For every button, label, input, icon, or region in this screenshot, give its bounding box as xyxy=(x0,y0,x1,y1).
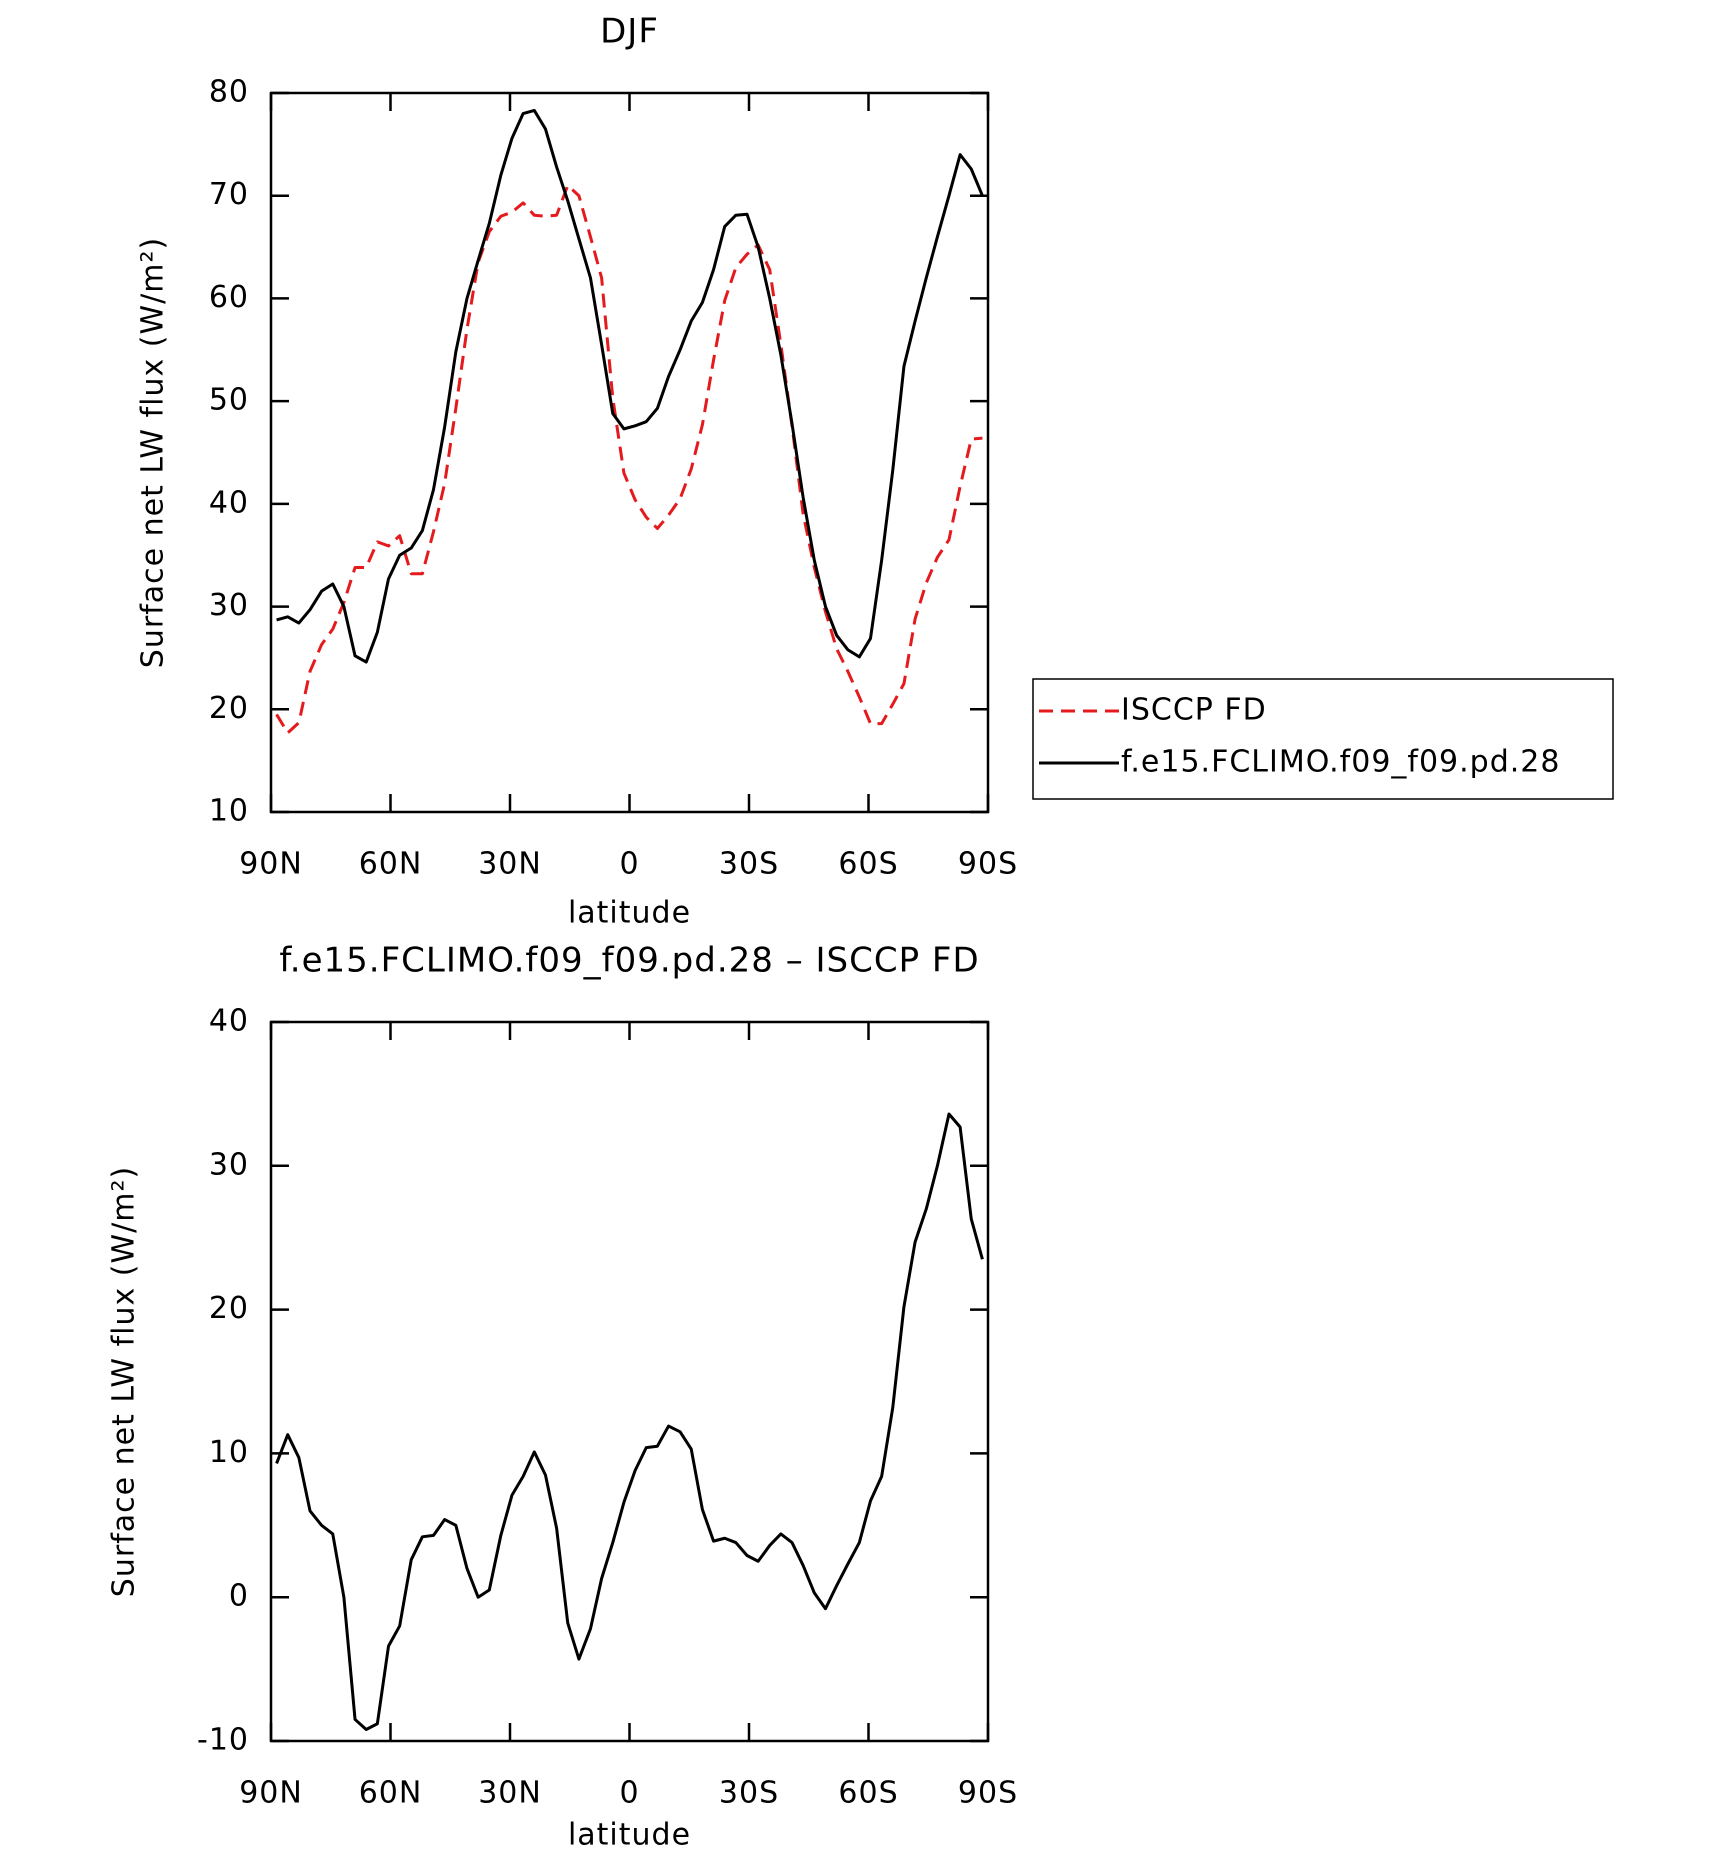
y-tick-label: 70 xyxy=(209,177,249,212)
legend-label: f.e15.FCLIMO.f09_f09.pd.28 xyxy=(1121,745,1560,780)
x-tick-label: 60N xyxy=(359,847,423,882)
y-tick-label: 0 xyxy=(229,1579,249,1614)
x-tick-label: 90N xyxy=(239,847,303,882)
plot-frame xyxy=(269,1020,990,1743)
x-axis-label: latitude xyxy=(568,1818,691,1850)
y-tick-label: 80 xyxy=(209,75,249,110)
y-tick-label: 10 xyxy=(209,794,249,829)
series-line xyxy=(276,108,984,664)
y-tick-label: 20 xyxy=(209,1291,249,1326)
x-tick-label: 0 xyxy=(619,847,639,882)
x-tick-label: 90N xyxy=(239,1776,303,1811)
y-tick-label: 30 xyxy=(209,588,249,623)
x-tick-label: 30S xyxy=(719,847,779,882)
x-tick-label: 60N xyxy=(359,1776,423,1811)
x-tick-label: 30S xyxy=(719,1776,779,1811)
x-axis-label: latitude xyxy=(568,896,691,931)
x-tick-label: 60S xyxy=(838,847,898,882)
y-tick-label: 40 xyxy=(209,485,249,520)
y-tick-label: 40 xyxy=(209,1004,249,1039)
y-tick-label: 10 xyxy=(209,1435,249,1470)
y-tick-label: -10 xyxy=(197,1723,249,1758)
series-line xyxy=(275,1112,984,1731)
y-tick-label: 30 xyxy=(209,1147,249,1182)
series-line xyxy=(275,183,983,735)
chart-title: f.e15.FCLIMO.f09_f09.pd.28 – ISCCP FD xyxy=(279,941,979,981)
x-tick-label: 0 xyxy=(619,1776,639,1811)
y-axis-label: Surface net LW flux (W/m²) xyxy=(107,1166,142,1597)
legend-box xyxy=(1032,678,1614,800)
chart-title: DJF xyxy=(600,12,659,52)
plot-frame xyxy=(269,91,990,814)
y-tick-label: 20 xyxy=(209,691,249,726)
y-axis-label: Surface net LW flux (W/m²) xyxy=(136,237,171,668)
x-tick-label: 30N xyxy=(478,847,542,882)
x-tick-label: 30N xyxy=(478,1776,542,1811)
y-tick-label: 50 xyxy=(209,383,249,418)
legend-label: ISCCP FD xyxy=(1121,693,1267,728)
y-tick-label: 60 xyxy=(209,280,249,315)
x-tick-label: 60S xyxy=(838,1776,898,1811)
x-tick-label: 90S xyxy=(958,1776,1018,1811)
x-tick-label: 90S xyxy=(958,847,1018,882)
